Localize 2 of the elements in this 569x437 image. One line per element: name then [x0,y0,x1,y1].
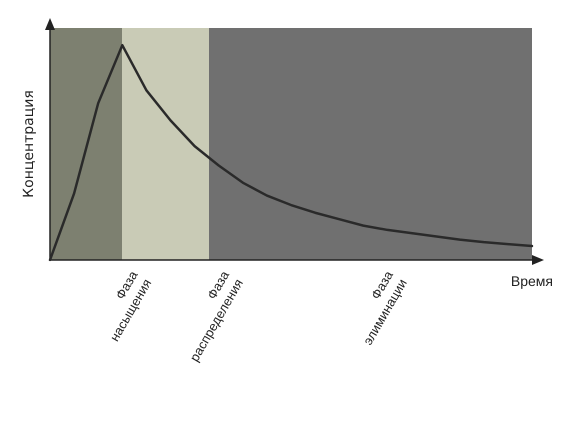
x-axis-title: Время [510,273,554,289]
y-axis-title: Концентрация [21,90,37,198]
